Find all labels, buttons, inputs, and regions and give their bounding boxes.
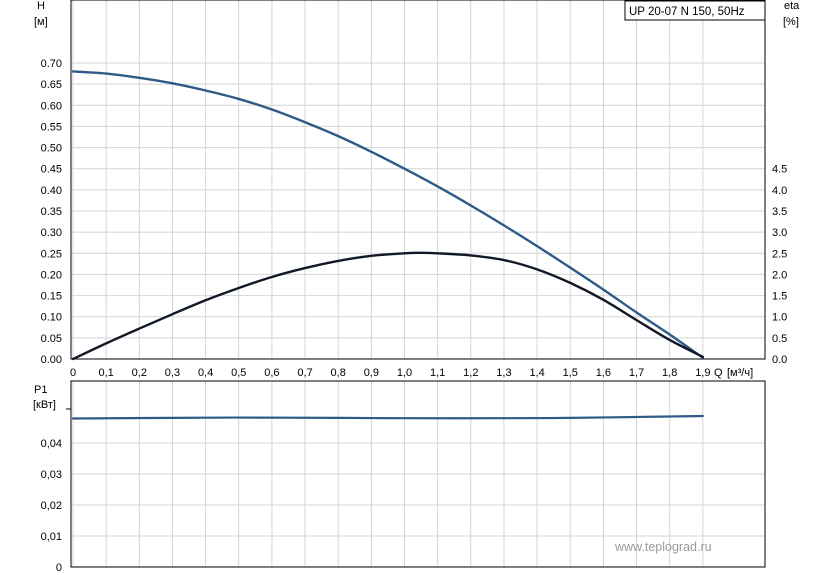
top-series-lines — [71, 70, 705, 361]
q-tick-label: 0,5 — [231, 367, 246, 379]
q-axis-label: Q — [714, 367, 723, 379]
eta-tick-label: 2.5 — [772, 248, 787, 260]
p1-curve — [71, 414, 704, 420]
q-tick-label: 1,0 — [397, 367, 412, 379]
h-tick-label: 0.00 — [41, 354, 62, 366]
q-tick-label: 1,8 — [662, 367, 677, 379]
bottom-chart-grid — [71, 381, 765, 568]
q-tick-label: 1,4 — [529, 367, 544, 379]
h-tick-label: 0.55 — [41, 121, 62, 133]
eta-tick-label: 1.0 — [772, 312, 787, 324]
eta-tick-label: 3.5 — [772, 206, 787, 218]
eta-axis-ticks: 0.0 0.5 1.0 1.5 2.0 2.5 3.0 3.5 4.0 4.5 — [772, 164, 787, 366]
eta-tick-label: 2.0 — [772, 269, 787, 281]
q-tick-label: 1,9 — [695, 367, 710, 379]
bottom-plot-frame — [70, 380, 766, 568]
q-tick-label: 0,4 — [198, 367, 213, 379]
eta-tick-label: 0.5 — [772, 333, 787, 345]
top-chart-grid — [71, 0, 765, 360]
eta-tick-label: 1.5 — [772, 291, 787, 303]
q-tick-label: 0,6 — [264, 367, 279, 379]
h-axis-unit: [м] — [34, 16, 48, 28]
q-tick-label: 1,7 — [629, 367, 644, 379]
h-tick-label: 0.40 — [41, 185, 62, 197]
legend-box: UP 20-07 N 150, 50Hz — [624, 0, 766, 21]
q-tick-label: 0,3 — [165, 367, 180, 379]
p1-tick-label: 0,04 — [41, 438, 62, 450]
p1-tick-label: 0 — [56, 562, 62, 574]
p1-tick-label: 0,03 — [41, 469, 62, 481]
eta-axis-unit: [%] — [783, 16, 799, 28]
eta-tick-label: 0.0 — [772, 354, 787, 366]
h-tick-label: 0.05 — [41, 333, 62, 345]
h-tick-label: 0.25 — [41, 248, 62, 260]
q-tick-label: 1,3 — [496, 367, 511, 379]
h-axis-ticks: 0.00 0.05 0.10 0.15 0.20 0.25 0.30 0.35 0.40 0.45… — [41, 58, 62, 366]
h-curve — [71, 70, 705, 359]
q-tick-label: 0,7 — [297, 367, 312, 379]
h-tick-label: 0.35 — [41, 206, 62, 218]
watermark-text: www.teplograd.ru — [614, 540, 712, 554]
q-axis-unit: [м³/ч] — [727, 367, 753, 379]
legend-frame — [624, 0, 766, 21]
q-tick-label: 0,9 — [364, 367, 379, 379]
q-tick-label: 0 — [70, 367, 76, 379]
h-tick-label: 0.15 — [41, 291, 62, 303]
p1-axis-ticks: 0 0,01 0,02 0,03 0,04 — [41, 408, 71, 574]
eta-curve — [71, 251, 705, 361]
q-axis-ticks: 0 0,1 0,2 0,3 0,4 0,5 0,6 0,7 0,8 0,9 1,0 1,1 1,2 1,3… — [70, 367, 711, 379]
eta-axis-label: eta — [784, 0, 800, 12]
eta-tick-label: 4.0 — [772, 185, 787, 197]
p1-tick-label: 0,02 — [41, 500, 62, 512]
q-tick-label: 1,1 — [430, 367, 445, 379]
h-tick-label: 0.10 — [41, 312, 62, 324]
eta-tick-label: 3.0 — [772, 227, 787, 239]
h-tick-label: 0.70 — [41, 58, 62, 70]
q-tick-label: 0,8 — [331, 367, 346, 379]
q-tick-label: 1,5 — [563, 367, 578, 379]
h-tick-label: 0.45 — [41, 164, 62, 176]
q-tick-label: 0,2 — [132, 367, 147, 379]
legend-text: UP 20-07 N 150, 50Hz — [629, 6, 745, 18]
top-plot-frame — [70, 0, 766, 360]
p1-tick-label: 0,01 — [41, 531, 62, 543]
h-tick-label: 0.30 — [41, 227, 62, 239]
p1-axis-label: P1 — [34, 384, 47, 396]
h-tick-label: 0.20 — [41, 269, 62, 281]
bottom-series-lines — [71, 414, 704, 420]
h-tick-label: 0.50 — [41, 143, 62, 155]
q-tick-label: 0,1 — [99, 367, 114, 379]
q-tick-label: 1,2 — [463, 367, 478, 379]
eta-tick-label: 4.5 — [772, 164, 787, 176]
q-tick-label: 1,6 — [596, 367, 611, 379]
h-tick-label: 0.60 — [41, 100, 62, 112]
p1-axis-unit: [кВт] — [33, 399, 56, 411]
h-axis-label: H — [37, 0, 45, 12]
h-tick-label: 0.65 — [41, 79, 62, 91]
